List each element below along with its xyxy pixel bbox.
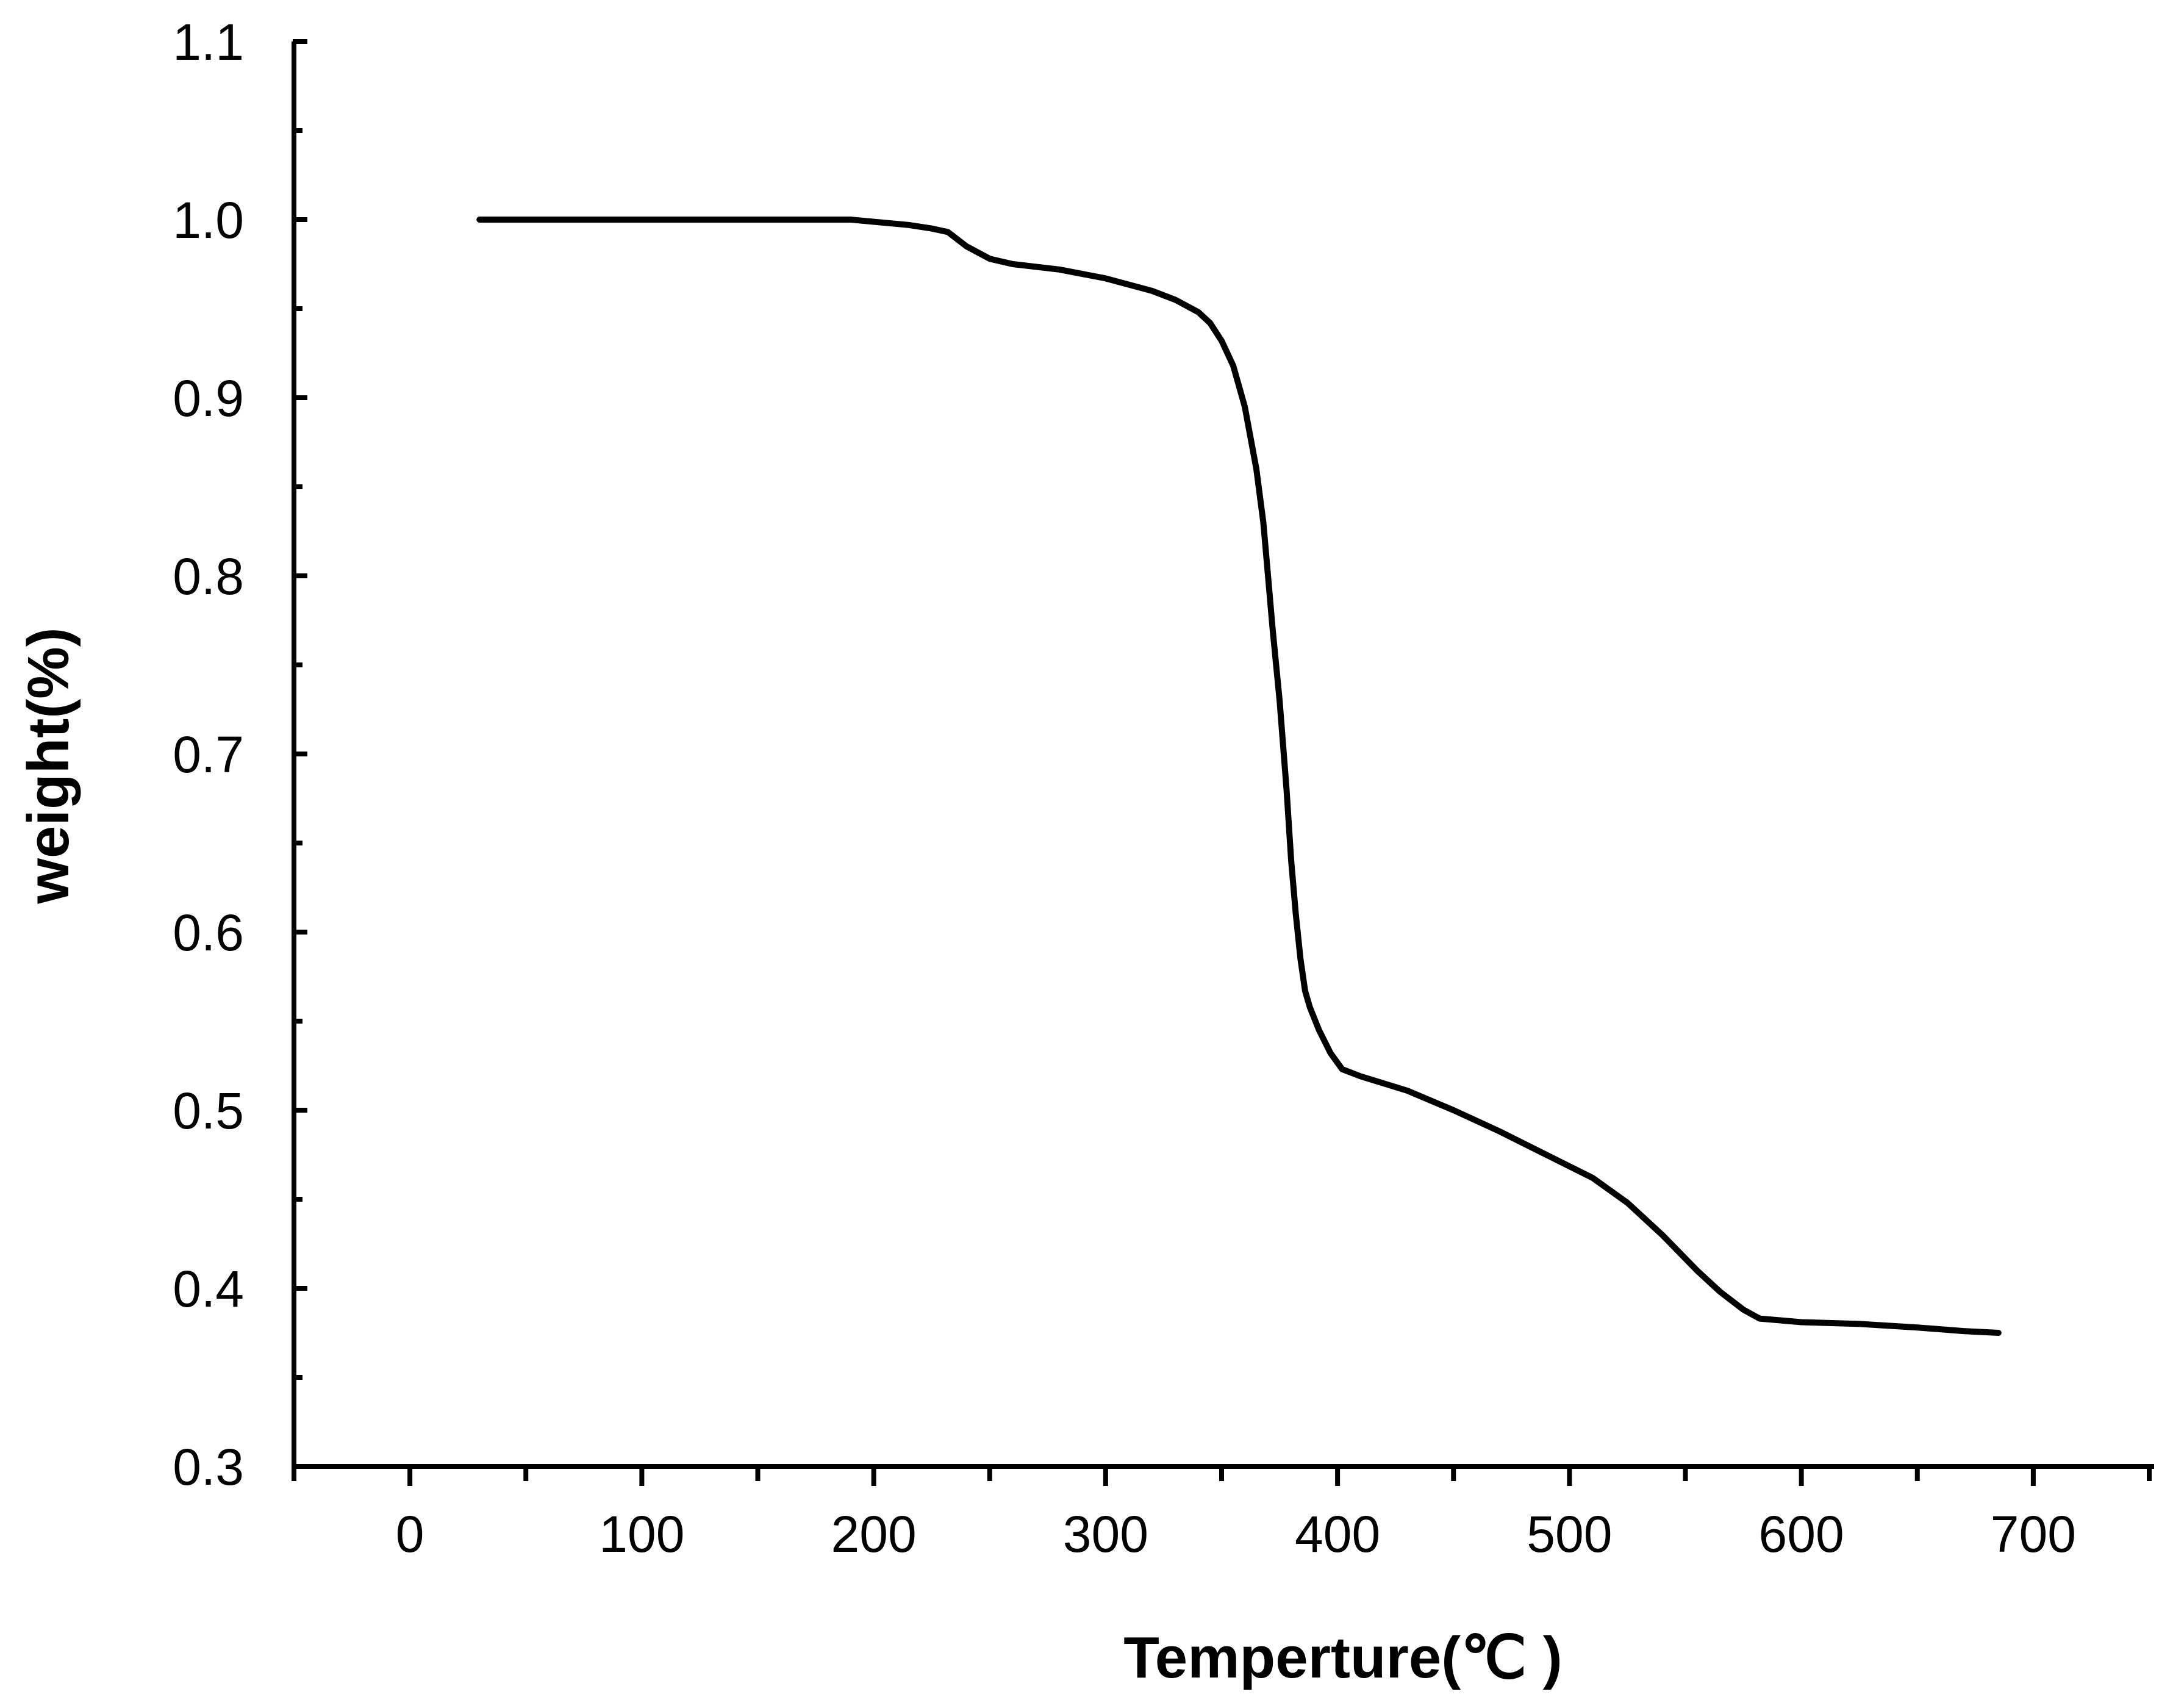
series-group	[476, 217, 2002, 1336]
y-tick-label: 0.9	[173, 370, 244, 427]
y-tick-label: 0.6	[173, 904, 244, 961]
axes	[292, 41, 2154, 1469]
y-tick-label: 0.4	[173, 1260, 244, 1318]
y-tick-label: 0.5	[173, 1082, 244, 1139]
y-tick-label: 1.1	[173, 13, 244, 71]
x-tick-label: 600	[1759, 1505, 1844, 1563]
x-tick-label: 400	[1295, 1505, 1380, 1563]
x-tick-label: 300	[1063, 1505, 1148, 1563]
x-tick-label: 500	[1527, 1505, 1612, 1563]
y-axis-title: weight(%)	[16, 627, 81, 904]
y-tick-label: 0.7	[173, 726, 244, 783]
x-axis-title: Temperture(℃ )	[1123, 1625, 1562, 1690]
x-tick-label: 100	[599, 1505, 684, 1563]
x-tick-label: 700	[1991, 1505, 2076, 1563]
x-tick-label: 200	[831, 1505, 917, 1563]
y-tick-label: 1.0	[173, 192, 244, 249]
y-tick-label: 0.8	[173, 548, 244, 605]
y-axis-ticks	[293, 39, 307, 1469]
y-tick-label: 0.3	[173, 1438, 244, 1496]
x-axis-tick-labels: 0 100 200 300 400 500 600 700	[396, 1505, 2076, 1563]
weight-loss-curve	[476, 217, 2002, 1336]
x-axis-ticks	[292, 1468, 2152, 1486]
y-axis-tick-labels: 0.3 0.4 0.5 0.6 0.7 0.8 0.9 1.0 1.1	[173, 13, 244, 1496]
x-tick-label: 0	[396, 1505, 424, 1563]
